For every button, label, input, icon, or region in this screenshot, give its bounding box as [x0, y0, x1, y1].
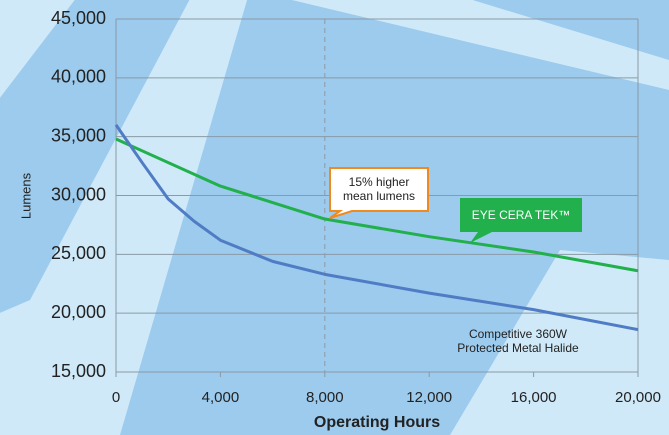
annotation: 15% higher mean lumens — [342, 175, 416, 203]
legend-box — [460, 198, 582, 243]
x-tick-label: 4,000 — [202, 389, 240, 406]
callout-box — [329, 167, 429, 219]
y-tick-label: 45,000 — [51, 8, 106, 28]
y-tick-label: 15,000 — [51, 361, 106, 381]
y-axis-label: Lumens — [18, 172, 33, 219]
x-axis-label: Operating Hours — [314, 414, 440, 431]
x-tick-label: 0 — [112, 389, 120, 406]
y-tick-label: 30,000 — [51, 184, 106, 204]
y-tick-label: 25,000 — [51, 243, 106, 263]
legend-label: Competitive 360W Protected Metal Halide — [457, 327, 579, 355]
x-tick-label: 12,000 — [406, 389, 452, 406]
series-line — [115, 137, 639, 273]
series-line — [114, 124, 639, 332]
y-tick-label: 40,000 — [51, 67, 106, 87]
x-tick-label: 8,000 — [306, 389, 344, 406]
x-tick-label: 16,000 — [511, 389, 557, 406]
legend-label: EYE CERA TEK™ — [471, 208, 571, 222]
y-tick-label: 35,000 — [51, 125, 106, 145]
y-tick-label: 20,000 — [51, 302, 106, 322]
x-tick-label: 20,000 — [615, 389, 661, 406]
